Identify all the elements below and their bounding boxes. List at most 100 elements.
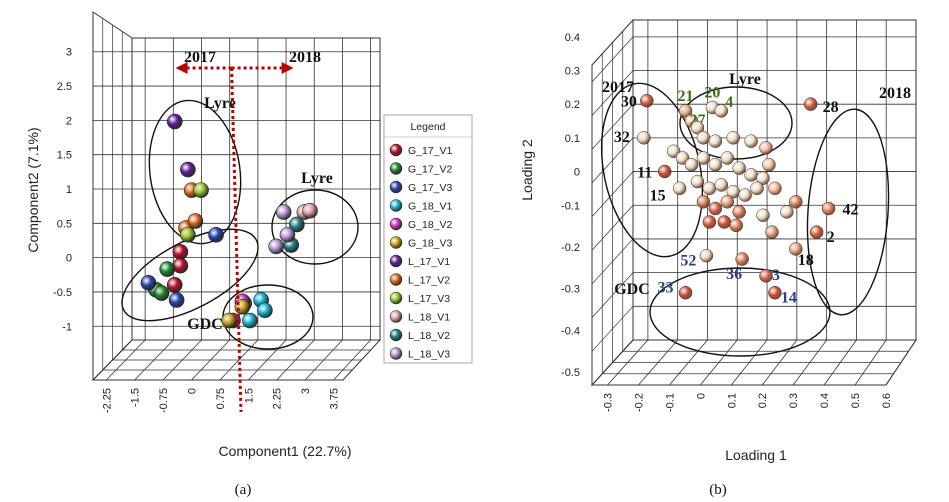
annotation-label: 2017 [602, 79, 634, 96]
x-tick-label: 0 [695, 393, 707, 399]
x-tick-label: 0.1 [726, 393, 738, 408]
loading-point [657, 164, 672, 179]
data-point-L_18_V1 [302, 202, 318, 219]
data-point-G_18_V1 [242, 312, 258, 329]
arrow-2017-head [175, 62, 188, 74]
ellipse-lyre-2017 [148, 99, 242, 245]
loading-point [714, 178, 729, 192]
y-tick-label: -0.3 [561, 284, 580, 296]
y-tick-label: -0.5 [561, 367, 580, 379]
floor [590, 339, 917, 386]
data-point-L_17_V1 [166, 113, 183, 130]
floor [91, 339, 382, 381]
legend-entry: G_18_V1 [408, 201, 453, 213]
legend-entry: L_17_V2 [408, 275, 450, 287]
y-tick-label: 0.3 [565, 66, 580, 78]
y-tick-label: 2.5 [57, 81, 72, 93]
x-tick-label: -1.5 [130, 388, 142, 407]
data-point-G_17_V2 [153, 285, 170, 301]
data-point-G_18_V3 [234, 299, 251, 315]
panel-b-ylabel: Loading 2 [519, 139, 535, 201]
y-tick-label: 3 [66, 47, 72, 59]
point-label: 4 [725, 94, 733, 111]
legend-swatch [389, 328, 403, 342]
loading-point [696, 195, 711, 209]
legend-entry: L_18_V3 [408, 349, 450, 361]
panel-a-points [140, 113, 318, 329]
loading-point [768, 181, 782, 196]
loading-point [765, 225, 779, 239]
y-tick-label: 2 [66, 115, 72, 127]
x-tick-label: 0.6 [881, 393, 893, 408]
ellipse-lyre-2018 [271, 189, 359, 265]
loading-point [738, 188, 752, 202]
point-label: 42 [843, 202, 859, 219]
legend-swatch [389, 217, 403, 231]
x-tick-label: -0.75 [158, 388, 170, 413]
legend-swatch [389, 273, 403, 286]
loading-point [809, 225, 824, 239]
loading-point [759, 269, 773, 283]
loading-point [759, 141, 773, 155]
loading-point [729, 218, 743, 233]
x-tick-label: -2.25 [101, 388, 113, 413]
legend-swatch [389, 236, 403, 249]
x-tick-label: 0 [186, 388, 198, 394]
annotation-label: 2018 [289, 49, 321, 66]
loading-point [762, 157, 776, 172]
legend-entry: L_17_V3 [408, 293, 450, 305]
y-tick-label: 0 [66, 253, 72, 265]
y-tick-label: -0.1 [561, 200, 580, 212]
legend-swatch [389, 162, 403, 175]
panel-a-caption: (a) [235, 482, 252, 498]
point-label: 3 [772, 267, 780, 284]
legend-swatch [389, 143, 403, 157]
annotation-label: 2018 [879, 85, 911, 102]
point-label: 52 [680, 253, 696, 270]
x-tick-label: -0.3 [602, 393, 614, 412]
legend-swatch [389, 199, 403, 212]
loading-point [714, 104, 729, 118]
y-tick-label: -0.2 [561, 242, 580, 254]
loading-point [732, 161, 746, 175]
loading-point [672, 181, 687, 196]
y-tick-label: 0.5 [57, 218, 72, 230]
data-point-G_18_V1 [257, 302, 273, 319]
loading-point [768, 285, 782, 300]
data-point-L_18_V3 [268, 238, 284, 255]
data-point-L_18_V2 [289, 216, 305, 233]
panel-a-frame [91, 11, 382, 382]
data-point-G_17_V3 [208, 226, 224, 243]
loading-point [803, 97, 818, 111]
point-label: 21 [678, 88, 694, 105]
loading-point [732, 205, 746, 219]
x-tick-label: 3 [300, 388, 312, 394]
legend-swatch [389, 180, 403, 194]
legend-entry: L_18_V1 [408, 312, 450, 324]
loading-point [744, 168, 758, 182]
loading-point [678, 285, 693, 300]
point-label: 2 [827, 229, 835, 246]
panel-b-xlabel: Loading 1 [725, 447, 787, 463]
panel-a-legend: Legend G_17_V1 G_17_V2 G_17_V3 G_18_V1 G_18_V… [383, 114, 473, 364]
loading-point [678, 104, 693, 118]
loading-point [708, 157, 723, 172]
point-label: 15 [650, 187, 666, 204]
ellipse-lyre [679, 86, 793, 160]
arrow-2018-head [281, 62, 294, 74]
point-label: 30 [621, 94, 637, 111]
x-tick-label: 0.4 [819, 393, 831, 408]
ellipse-2018 [806, 108, 890, 316]
year-divider-line [230, 67, 243, 413]
legend-entry: G_17_V2 [408, 164, 453, 176]
annotation-label: 2017 [184, 49, 216, 66]
panel-a-ylabel: Component2 (7.1%) [25, 127, 41, 252]
legend-entry: G_18_V2 [408, 219, 453, 231]
ellipse-gdc-2017 [121, 228, 259, 322]
panel-a-ellipses [121, 99, 359, 350]
legend-title: Legend [410, 121, 445, 133]
legend-swatch [389, 310, 403, 323]
ellipse-gdc [649, 267, 831, 357]
x-tick-label: 2.25 [272, 388, 284, 409]
x-tick-label: 0.2 [757, 393, 769, 408]
